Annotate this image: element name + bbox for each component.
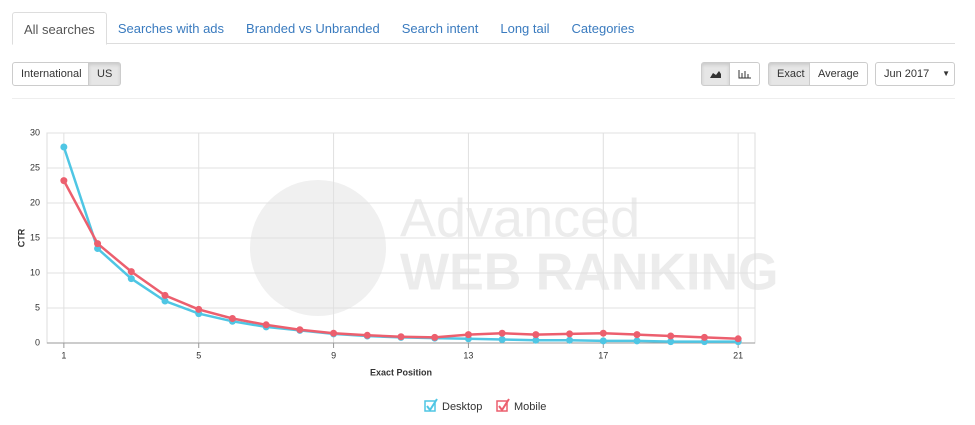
tab[interactable]: Categories [571, 21, 635, 36]
x-tick-label: 13 [463, 350, 473, 360]
x-tick-label: 1 [61, 350, 66, 360]
watermark: Advanced WEB RANKING [250, 180, 778, 316]
y-tick-label: 30 [30, 127, 40, 137]
watermark-text: Advanced [400, 188, 640, 248]
icon [710, 71, 721, 78]
data-point [633, 337, 641, 345]
icon [738, 70, 751, 79]
data-point [60, 143, 68, 151]
data-point [161, 291, 169, 299]
data-point [262, 321, 270, 329]
data-point [195, 305, 203, 313]
y-tick-label: 20 [30, 197, 40, 207]
data-point [127, 268, 135, 276]
legend-check [426, 398, 438, 412]
data-point [94, 240, 102, 248]
data-point [633, 331, 641, 339]
data-point [566, 336, 574, 344]
bar-chart-button[interactable] [729, 62, 760, 86]
data-point [700, 333, 708, 341]
data-point [397, 333, 405, 341]
data-point [599, 337, 607, 345]
data-point [296, 326, 304, 334]
tab[interactable]: Search intent [401, 21, 479, 36]
data-point [667, 338, 675, 346]
data-point [228, 315, 236, 322]
data-point [599, 329, 607, 337]
tab[interactable]: Branded vs Unbranded [246, 21, 380, 36]
legend-item[interactable]: Desktop [424, 398, 482, 413]
y-tick-label: 25 [30, 162, 40, 172]
data-point [94, 245, 102, 252]
data-point [464, 331, 472, 339]
x-tick-label: 9 [331, 350, 336, 360]
x-tick-label: 17 [598, 350, 608, 360]
month-label: Jun 2017 [884, 68, 930, 80]
data-point [566, 330, 574, 338]
data-point [431, 333, 439, 341]
tab-bar: All searches Searches with ads Branded v… [12, 12, 955, 45]
y-tick-label: 15 [30, 232, 40, 242]
data-point [498, 336, 506, 343]
separator [12, 98, 955, 99]
region-button[interactable]: International [12, 62, 91, 86]
x-tick-label: 21 [733, 350, 743, 360]
x-axis-label: Exact Position [370, 367, 432, 377]
data-point [330, 329, 338, 337]
data-point [498, 329, 506, 337]
data-point [60, 177, 68, 185]
legend-item[interactable]: Mobile [496, 398, 546, 413]
data-point [734, 335, 742, 343]
x-tick-label: 5 [196, 350, 201, 360]
legend-label: Mobile [514, 401, 546, 413]
tab[interactable]: Long tail [500, 21, 550, 36]
data-point [667, 332, 675, 340]
tab[interactable]: All searches [12, 12, 107, 45]
data-point [161, 297, 169, 305]
data-point [127, 275, 135, 283]
y-axis-label: CTR [16, 228, 26, 247]
caret: ▼ [942, 69, 950, 78]
legend-label: Desktop [442, 401, 482, 413]
y-tick-label: 0 [35, 337, 40, 347]
region-button[interactable]: US [88, 62, 122, 86]
legend-check [498, 398, 510, 412]
data-point [532, 336, 540, 344]
data-point [363, 331, 371, 339]
tab[interactable]: Searches with ads [117, 21, 225, 36]
month-select[interactable]: Jun 2017 ▼ [875, 62, 955, 86]
data-point [532, 331, 540, 339]
y-tick-label: 5 [35, 302, 40, 312]
mode-button[interactable]: Average [809, 62, 868, 86]
y-tick-label: 10 [30, 267, 40, 277]
